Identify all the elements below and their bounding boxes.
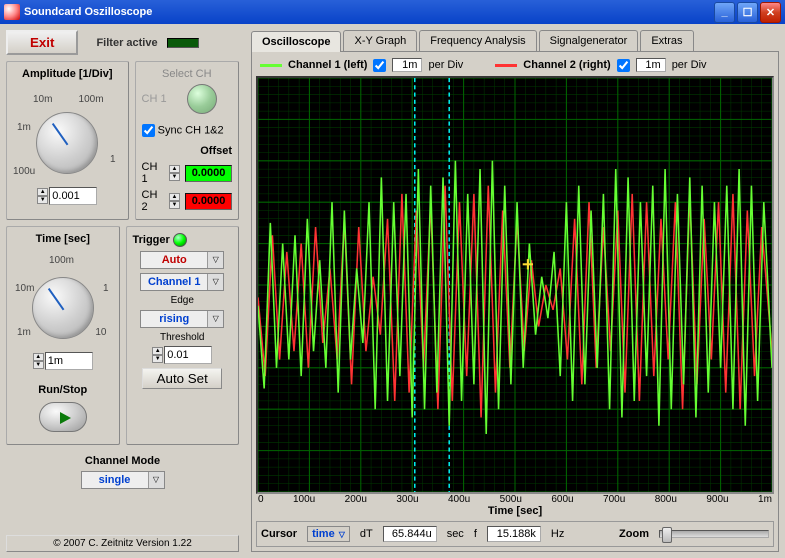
- spin-up-icon[interactable]: ▲: [37, 188, 48, 196]
- chevron-down-icon[interactable]: ▽: [207, 274, 223, 290]
- amplitude-value[interactable]: [49, 187, 97, 205]
- chevron-down-icon[interactable]: ▽: [207, 252, 223, 268]
- trigger-mode-select[interactable]: Auto ▽: [140, 251, 224, 269]
- titlebar: Soundcard Oszilloscope _ ☐ ✕: [0, 0, 785, 24]
- time-axis-label: Time [sec]: [256, 505, 774, 517]
- ch1-div[interactable]: 1m: [392, 58, 422, 72]
- app-icon: [4, 4, 20, 20]
- trigger-led-icon: [173, 233, 187, 247]
- f-value: 15.188k: [487, 526, 541, 542]
- ch1-text: CH 1: [142, 93, 167, 105]
- amplitude-knob[interactable]: [36, 112, 98, 174]
- dt-value: 65.844u: [383, 526, 437, 542]
- ch2-swatch: [495, 64, 517, 67]
- amplitude-title: Amplitude [1/Div]: [13, 68, 122, 80]
- chevron-down-icon[interactable]: ▽: [148, 472, 164, 488]
- time-title: Time [sec]: [13, 233, 113, 245]
- cursor-label: Cursor: [261, 528, 297, 540]
- xaxis-ticks: 0100u200u300u400u500u600u700u800u900u1m: [256, 494, 774, 505]
- threshold-box[interactable]: ▲▼: [152, 346, 212, 364]
- amplitude-panel: Amplitude [1/Div] 1m 10m 100m 1 100u ▲▼: [6, 61, 129, 220]
- maximize-button[interactable]: ☐: [737, 2, 758, 23]
- version-text: © 2007 C. Zeitnitz Version 1.22: [6, 535, 239, 552]
- ch2-label: Channel 2 (right): [523, 59, 610, 71]
- offset-ch2-label: CH 2: [142, 189, 165, 213]
- offset-title: Offset: [142, 145, 232, 157]
- sync-checkbox[interactable]: [142, 124, 155, 137]
- trigger-edge-select[interactable]: rising ▽: [140, 310, 224, 328]
- ch1-label: Channel 1 (left): [288, 59, 367, 71]
- close-button[interactable]: ✕: [760, 2, 781, 23]
- select-ch-label: Select CH: [142, 68, 232, 80]
- tabs: Oscilloscope X-Y Graph Frequency Analysi…: [251, 30, 779, 51]
- threshold-value[interactable]: [164, 346, 212, 364]
- chevron-down-icon[interactable]: ▽: [207, 311, 223, 327]
- sync-label: Sync CH 1&2: [158, 124, 224, 136]
- zoom-slider[interactable]: [659, 530, 769, 538]
- spin-down-icon[interactable]: ▼: [37, 196, 48, 204]
- dt-label: dT: [360, 528, 373, 540]
- ch1-checkbox[interactable]: [373, 59, 386, 72]
- scope-display[interactable]: [256, 76, 774, 494]
- trigger-panel: Trigger Auto ▽ Channel 1 ▽ Edge rising ▽…: [126, 226, 240, 445]
- trigger-channel-select[interactable]: Channel 1 ▽: [140, 273, 224, 291]
- time-knob[interactable]: [32, 277, 94, 339]
- time-value-box[interactable]: ▲▼: [33, 352, 93, 370]
- tab-frequency[interactable]: Frequency Analysis: [419, 30, 536, 51]
- zoom-label: Zoom: [619, 528, 649, 540]
- tab-oscilloscope[interactable]: Oscilloscope: [251, 31, 341, 52]
- ch2-div[interactable]: 1m: [636, 58, 666, 72]
- chevron-down-icon[interactable]: ▽: [339, 530, 345, 539]
- channel-mode-label: Channel Mode: [6, 455, 239, 467]
- selectch-panel: Select CH CH 1 Sync CH 1&2 Offset CH 1 ▲…: [135, 61, 239, 220]
- runstop-button[interactable]: [39, 402, 87, 432]
- window-title: Soundcard Oszilloscope: [24, 6, 712, 18]
- offset-ch2-value[interactable]: 0.0000: [185, 193, 232, 210]
- f-label: f: [474, 528, 477, 540]
- cursor-mode-select[interactable]: time ▽: [307, 526, 350, 542]
- select-ch-knob[interactable]: [187, 84, 217, 114]
- trigger-title: Trigger: [133, 234, 170, 246]
- tab-xy[interactable]: X-Y Graph: [343, 30, 417, 51]
- ch1-swatch: [260, 64, 282, 67]
- filter-led: [167, 38, 199, 48]
- edge-label: Edge: [133, 295, 233, 306]
- offset-ch1-label: CH 1: [142, 161, 165, 185]
- ch2-checkbox[interactable]: [617, 59, 630, 72]
- channel-mode-select[interactable]: single ▽: [81, 471, 165, 489]
- tab-extras[interactable]: Extras: [640, 30, 693, 51]
- tab-signalgen[interactable]: Signalgenerator: [539, 30, 639, 51]
- exit-button[interactable]: Exit: [6, 30, 78, 55]
- runstop-title: Run/Stop: [13, 384, 113, 396]
- threshold-label: Threshold: [133, 332, 233, 343]
- filter-active-label: Filter active: [96, 37, 157, 49]
- offset-ch1-value[interactable]: 0.0000: [185, 165, 232, 182]
- time-value[interactable]: [45, 352, 93, 370]
- amplitude-value-box[interactable]: ▲▼: [37, 187, 97, 205]
- time-panel: Time [sec] 10m 100m 1 10 1m ▲▼ Run/Stop: [6, 226, 120, 445]
- autoset-button[interactable]: Auto Set: [142, 368, 222, 389]
- minimize-button[interactable]: _: [714, 2, 735, 23]
